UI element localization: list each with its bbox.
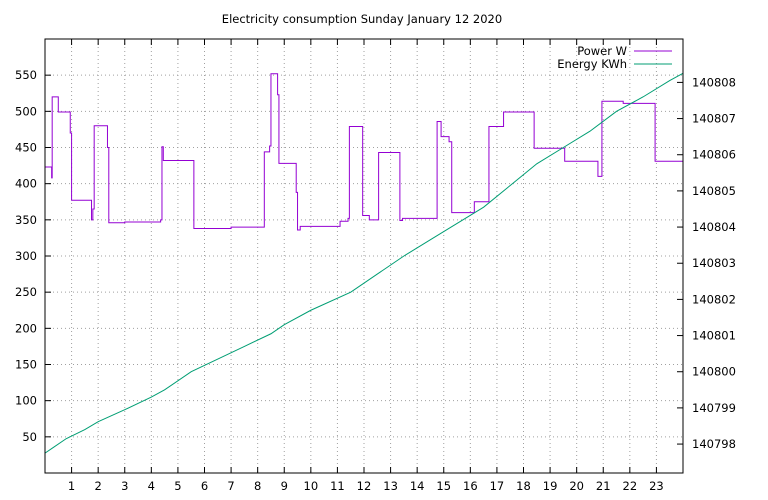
y-tick-label: 550 xyxy=(15,68,37,82)
x-tick-label: 6 xyxy=(201,479,208,493)
legend-label-power: Power W xyxy=(577,44,627,58)
x-tick-label: 20 xyxy=(569,479,584,493)
y2-tick-label: 140800 xyxy=(692,365,736,379)
y-tick-label: 50 xyxy=(22,430,37,444)
y-tick-label: 500 xyxy=(15,104,37,118)
y-tick-label: 150 xyxy=(15,358,37,372)
y-tick-label: 250 xyxy=(15,285,37,299)
y2-tick-label: 140806 xyxy=(692,148,736,162)
x-tick-label: 10 xyxy=(304,479,319,493)
legend-label-energy: Energy KWh xyxy=(557,57,627,71)
series-line-power xyxy=(45,73,683,231)
chart-title: Electricity consumption Sunday January 1… xyxy=(222,12,502,26)
y2-tick-label: 140808 xyxy=(692,75,736,89)
series-line-energy xyxy=(44,72,684,454)
x-tick-label: 3 xyxy=(121,479,128,493)
y-tick-label: 400 xyxy=(15,177,37,191)
x-tick-label: 15 xyxy=(436,479,451,493)
grid-layer xyxy=(45,39,683,473)
y2-tick-label: 140798 xyxy=(692,437,736,451)
y2-tick-label: 140802 xyxy=(692,292,736,306)
x-tick-label: 17 xyxy=(490,479,505,493)
x-tick-label: 4 xyxy=(148,479,155,493)
x-tick-label: 11 xyxy=(330,479,345,493)
x-tick-label: 18 xyxy=(516,479,531,493)
y2-tick-label: 140801 xyxy=(692,329,736,343)
x-tick-label: 16 xyxy=(463,479,478,493)
x-tick-label: 7 xyxy=(227,479,234,493)
y2-tick-label: 140805 xyxy=(692,184,736,198)
x-tick-label: 1 xyxy=(68,479,75,493)
y-tick-label: 350 xyxy=(15,213,37,227)
y2-tick-label: 140799 xyxy=(692,401,736,415)
y2-tick-label: 140804 xyxy=(692,220,736,234)
x-tick-label: 5 xyxy=(174,479,181,493)
y-tick-label: 300 xyxy=(15,249,37,263)
x-tick-label: 14 xyxy=(410,479,425,493)
y-tick-label: 450 xyxy=(15,141,37,155)
y-tick-label: 200 xyxy=(15,321,37,335)
x-tick-label: 2 xyxy=(95,479,102,493)
x-tick-label: 8 xyxy=(254,479,261,493)
y-tick-label: 100 xyxy=(15,394,37,408)
legend: Power W Energy KWh xyxy=(557,44,672,71)
x-tick-label: 21 xyxy=(596,479,611,493)
series-layer xyxy=(44,72,684,454)
x-tick-label: 12 xyxy=(357,479,372,493)
x-tick-label: 23 xyxy=(649,479,664,493)
x-tick-label: 22 xyxy=(623,479,638,493)
x-tick-label: 9 xyxy=(281,479,288,493)
ticks-layer: 1 2 3 4 5 6 7 8 9 10 11 12 13 14 15 16 17 18 19 20 21 22 23501… xyxy=(15,39,736,493)
y2-tick-label: 140803 xyxy=(692,256,736,270)
x-tick-label: 19 xyxy=(543,479,558,493)
x-tick-label: 13 xyxy=(383,479,398,493)
y2-tick-label: 140807 xyxy=(692,112,736,126)
